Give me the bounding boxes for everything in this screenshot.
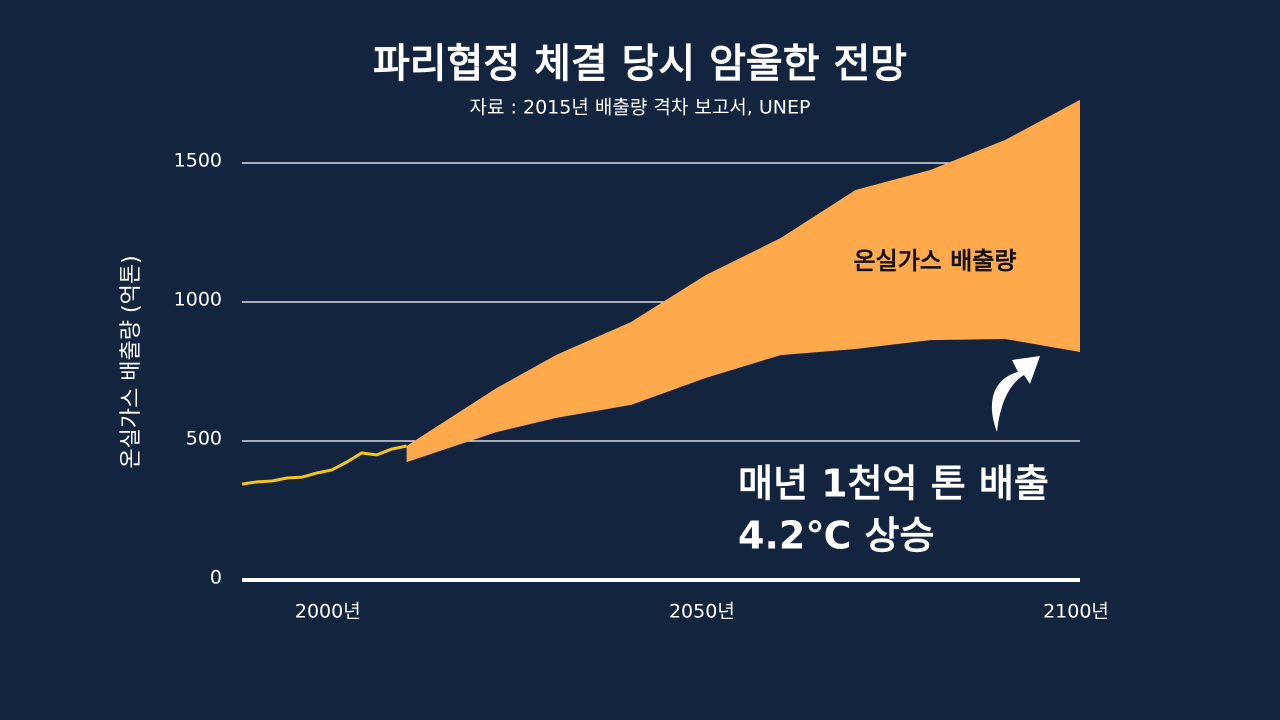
plot-area: 0 500 1000 1500 2000년 2050년 2100년 온실가스 배출량 xyxy=(174,99,1109,623)
grid xyxy=(242,162,1080,582)
y-tick-label: 500 xyxy=(186,428,222,450)
band-label: 온실가스 배출량 xyxy=(854,247,1017,275)
chart-title: 파리협정 체결 당시 암울한 전망 xyxy=(373,41,907,87)
y-tick-label: 0 xyxy=(210,567,222,589)
y-tick-label: 1500 xyxy=(174,150,222,172)
y-tick-label: 1000 xyxy=(174,289,222,311)
projection-band xyxy=(406,99,1080,463)
x-tick-label: 2050년 xyxy=(669,601,735,623)
chart-subtitle: 자료 : 2015년 배출량 격차 보고서, UNEP xyxy=(470,97,811,119)
x-tick-label: 2100년 xyxy=(1043,601,1109,623)
arrow xyxy=(991,356,1040,432)
x-tick-label: 2000년 xyxy=(295,601,361,623)
annotation: 4.2℃ 상승 xyxy=(738,514,934,558)
annotation: 매년 1천억 톤 배출 xyxy=(738,462,1049,506)
y-axis-label: 온실가스 배출량 (억톤) xyxy=(119,255,144,468)
history-line xyxy=(241,444,407,486)
